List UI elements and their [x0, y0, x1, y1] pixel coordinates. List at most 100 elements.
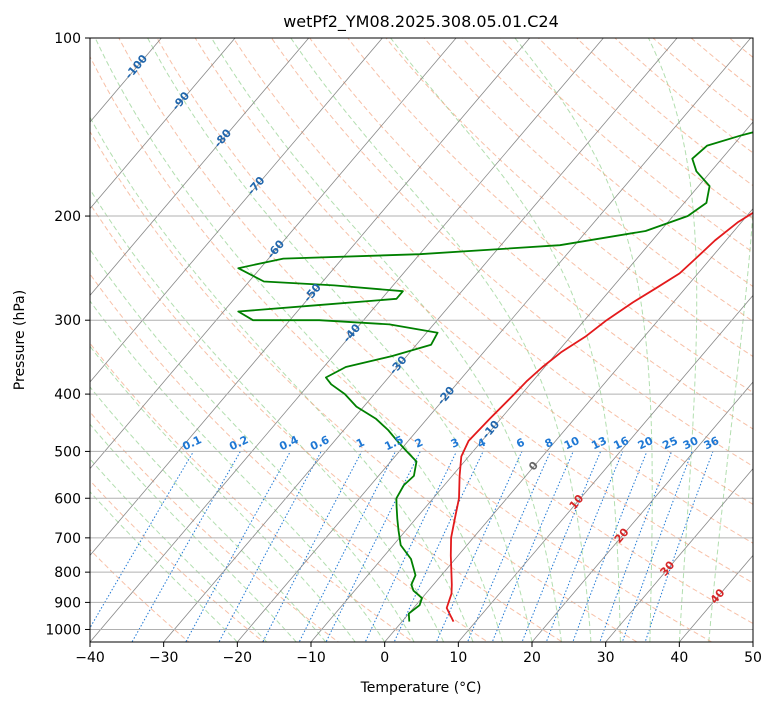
dry-adiabat-line	[232, 38, 753, 505]
isotherm-line	[90, 38, 457, 470]
moist-adiabat-line	[514, 38, 653, 642]
dry-adiabat-line	[156, 38, 753, 584]
mixing-ratio-label: 20	[636, 434, 656, 452]
dewpoint-profile-line	[237, 131, 753, 622]
isotherm-line	[163, 38, 678, 642]
mixing-ratio-line	[621, 451, 693, 642]
mixing-ratio-line	[644, 451, 714, 642]
y-tick-label: 100	[54, 31, 81, 47]
moist-adiabat-line	[90, 423, 297, 642]
mixing-ratio-line	[599, 451, 673, 642]
isotherm-line	[531, 381, 753, 642]
isotherm-line	[236, 38, 752, 642]
isotherm-line	[90, 38, 604, 642]
overlay-labels: -100-90-80-70-60-50-40-30-20-10010203040…	[122, 52, 727, 606]
dry-adiabat-line	[499, 38, 753, 254]
isotherm-line	[90, 38, 531, 556]
dry-adiabat-line	[614, 38, 753, 154]
x-tick-label: −10	[296, 650, 326, 666]
y-tick-label: 700	[54, 531, 81, 547]
mixing-ratio-line	[131, 451, 241, 642]
dry-adiabat-line	[347, 38, 753, 394]
dry-adiabat-line	[194, 38, 753, 544]
isotherm-line	[90, 38, 236, 210]
y-tick-label: 400	[54, 387, 81, 403]
mixing-ratio-line	[572, 451, 648, 642]
mixing-ratio-label: 36	[702, 434, 722, 452]
dry-adiabat-line	[385, 38, 753, 358]
y-axis: 1000 900 800 700 600 500 400 300 200 100	[45, 31, 90, 638]
dry-adiabat-line	[537, 38, 753, 220]
y-axis-label: Pressure (hPa)	[12, 290, 28, 390]
mixing-ratio-label: 30	[681, 434, 701, 452]
dry-adiabat-line	[270, 38, 753, 467]
mixing-ratio-label: 13	[589, 434, 608, 452]
y-tick-label: 1000	[45, 622, 81, 638]
isotherm-line	[457, 294, 753, 642]
mixing-ratio-line	[521, 451, 602, 642]
mixing-ratio-line	[491, 451, 574, 642]
x-tick-label: 20	[523, 650, 541, 666]
isotherm-line	[90, 38, 383, 383]
dry-adiabat-line	[90, 55, 713, 642]
moist-adiabat-line	[390, 38, 621, 642]
mixing-ratio-line	[393, 451, 484, 642]
x-tick-label: −30	[149, 650, 179, 666]
moist-adiabat-line	[94, 38, 503, 642]
mixing-ratio-label: 25	[660, 434, 679, 452]
x-tick-label: 10	[449, 650, 467, 666]
isotherm-line	[605, 468, 753, 642]
y-tick-label: 600	[54, 491, 81, 507]
moist-adiabat-line	[211, 38, 562, 642]
isotherm-line	[90, 38, 310, 296]
moist-adiabat-line	[90, 491, 238, 642]
y-tick-label: 500	[54, 444, 81, 460]
moist-adiabat-line	[290, 38, 592, 642]
y-tick-label: 800	[54, 565, 81, 581]
dry-adiabat-line	[423, 38, 753, 322]
x-axis: −40 −30 −20 −10 0 10 20 30 40 50	[75, 642, 762, 666]
x-tick-label: 50	[744, 650, 762, 666]
y-tick-label: 300	[54, 313, 81, 329]
x-tick-label: 30	[597, 650, 615, 666]
dry-adiabat-line	[90, 202, 564, 642]
mixing-ratio-line	[298, 451, 396, 642]
dry-adiabat-line	[118, 38, 753, 625]
mixing-ratio-label: 16	[612, 434, 632, 452]
moist-adiabat-line	[90, 345, 356, 642]
chart-title: wetPf2_YM08.2025.308.05.01.C24	[283, 12, 559, 32]
dry-adiabats	[90, 38, 753, 642]
temperature-profile-line	[445, 211, 753, 623]
x-tick-label: −20	[223, 650, 253, 666]
dry-adiabat-line	[90, 273, 489, 642]
x-axis-label: Temperature (°C)	[360, 680, 482, 696]
mixing-ratio-lines	[90, 451, 714, 642]
mixing-ratio-line	[90, 451, 194, 629]
mixing-ratio-line	[545, 451, 624, 642]
isotherm-line	[384, 208, 753, 642]
profile-series	[237, 131, 753, 623]
skewed-isotherms	[90, 38, 753, 642]
moist-adiabat-line	[147, 38, 533, 642]
mixing-ratio-line	[325, 451, 421, 642]
x-tick-label: 40	[670, 650, 688, 666]
moist-adiabat-line	[90, 248, 415, 642]
dry-adiabat-line	[90, 130, 639, 642]
plot-frame	[89, 37, 754, 643]
plot-area	[90, 38, 753, 642]
isotherm-line	[310, 121, 753, 642]
moist-adiabat-line	[90, 116, 474, 642]
mixing-ratio-line	[364, 451, 457, 642]
dry-adiabat-line	[90, 479, 265, 642]
y-tick-label: 900	[54, 595, 81, 611]
y-tick-label: 200	[54, 209, 81, 225]
mixing-ratio-label: 10	[562, 434, 582, 452]
moist-adiabat-line	[90, 458, 268, 642]
x-tick-label: −40	[75, 650, 105, 666]
isobar-grid	[90, 38, 753, 630]
mixing-ratio-line	[262, 451, 363, 642]
x-tick-label: 0	[380, 650, 389, 666]
moist-adiabat-line	[90, 188, 445, 642]
mixing-ratio-line	[466, 451, 551, 642]
